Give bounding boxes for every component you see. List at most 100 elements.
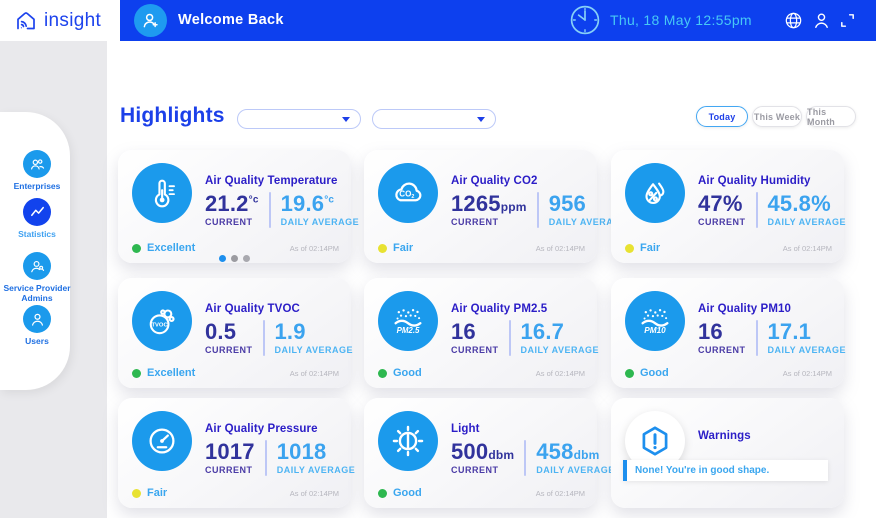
status-dot <box>378 243 387 253</box>
pager-dot-3[interactable] <box>243 255 250 262</box>
card-title: Warnings <box>698 430 751 442</box>
status-dot <box>132 488 141 498</box>
card-humidity: Air Quality Humidity 47% CURRENT 45.8% D… <box>611 150 847 263</box>
card-temperature: Air Quality Temperature 21.2°c CURRENT 1… <box>118 150 359 263</box>
value-divider <box>262 320 265 356</box>
card-values: 1017 CURRENT 1018 DAILY AVERAGE <box>205 439 356 476</box>
sidebar-item-service-provider-admins[interactable]: Service Provider Admins <box>0 252 74 303</box>
as-of-timestamp: As of 02:14PM <box>535 368 585 378</box>
card-title: Air Quality PM10 <box>698 303 791 315</box>
as-of-timestamp: As of 02:14PM <box>289 488 339 498</box>
filter-dropdown-2[interactable] <box>372 109 496 129</box>
as-of-timestamp: As of 02:14PM <box>782 368 832 378</box>
chevron-down-icon <box>342 116 350 122</box>
globe-icon[interactable] <box>783 10 804 31</box>
svg-text:PM2.5: PM2.5 <box>397 326 420 335</box>
status-dot <box>625 243 634 253</box>
warning-message: None! You're in good shape. <box>623 460 828 481</box>
card-pm10: PM10 Air Quality PM10 16 CURRENT 17.1 DA… <box>611 278 847 388</box>
pm10-icon: PM10 <box>625 291 685 351</box>
insight-logo-icon <box>17 11 35 29</box>
status-dot <box>378 488 387 498</box>
card-values: 0.5 CURRENT 1.9 DAILY AVERAGE <box>205 319 354 356</box>
sidebar-item-enterprises[interactable]: Enterprises <box>0 150 74 191</box>
card-values: 1265ppm CURRENT 956 DAILY AVERAGE <box>451 191 628 228</box>
pm25-icon: PM2.5 <box>378 291 438 351</box>
card-pm25: PM2.5 Air Quality PM2.5 16 CURRENT 16.7 … <box>364 278 600 388</box>
range-button-this-month[interactable]: This Month <box>806 106 856 127</box>
pager-dot-1[interactable] <box>219 255 226 262</box>
as-of-timestamp: As of 02:14PM <box>782 243 832 253</box>
sidebar-item-statistics[interactable]: Statistics <box>0 198 74 239</box>
value-divider <box>755 320 758 356</box>
card-title: Air Quality Humidity <box>698 175 811 187</box>
status-label: Good <box>640 367 669 379</box>
status-label: Fair <box>147 487 168 499</box>
status-label: Excellent <box>147 367 196 379</box>
add-user-avatar[interactable] <box>134 4 167 37</box>
card-pagination <box>118 255 351 262</box>
tvoc-icon: TVOC <box>132 291 192 351</box>
pressure-icon <box>132 411 192 471</box>
status-label: Fair <box>393 242 414 254</box>
card-title: Light <box>451 423 480 435</box>
users-icon <box>23 305 51 333</box>
fullscreen-icon[interactable] <box>837 10 858 31</box>
status-label: Excellent <box>147 242 196 254</box>
as-of-timestamp: As of 02:14PM <box>535 488 585 498</box>
top-bar: Welcome Back Thu, 18 May 12:55pm <box>120 0 876 41</box>
card-values: 500dbm CURRENT 458dbm DAILY AVERAGE <box>451 439 615 476</box>
card-title: Air Quality TVOC <box>205 303 300 315</box>
service-provider-admins-icon <box>23 252 51 280</box>
value-divider <box>268 192 271 228</box>
welcome-message: Welcome Back <box>178 12 284 28</box>
page-title: Highlights <box>120 104 225 127</box>
card-values: 21.2°c CURRENT 19.6°c DAILY AVERAGE <box>205 191 360 228</box>
pager-dot-2[interactable] <box>231 255 238 262</box>
profile-icon[interactable] <box>811 10 832 31</box>
enterprises-icon <box>23 150 51 178</box>
person-plus-icon <box>143 13 158 28</box>
filter-dropdown-1[interactable] <box>237 109 361 129</box>
status-dot <box>378 368 387 378</box>
status-dot <box>132 368 141 378</box>
datetime-label: Thu, 18 May 12:55pm <box>610 12 752 28</box>
value-divider <box>755 192 758 228</box>
chevron-down-icon <box>477 116 485 122</box>
card-values: 16 CURRENT 16.7 DAILY AVERAGE <box>451 319 600 356</box>
thermometer-icon <box>132 163 192 223</box>
co2-icon: CO2 <box>378 163 438 223</box>
svg-text:TVOC: TVOC <box>151 323 168 329</box>
card-tvoc: TVOC Air Quality TVOC 0.5 CURRENT 1.9 DA… <box>118 278 354 388</box>
card-values: 16 CURRENT 17.1 DAILY AVERAGE <box>698 319 847 356</box>
card-light: Light 500dbm CURRENT 458dbm DAILY AVERAG… <box>364 398 614 508</box>
value-divider <box>536 192 539 228</box>
brand-logo: insight <box>0 0 120 41</box>
card-title: Air Quality PM2.5 <box>451 303 548 315</box>
status-dot <box>132 243 141 253</box>
value-divider <box>524 440 527 476</box>
sidebar-item-users[interactable]: Users <box>0 305 74 346</box>
as-of-timestamp: As of 02:14PM <box>289 243 339 253</box>
range-button-today[interactable]: Today <box>696 106 748 127</box>
status-label: Good <box>393 367 422 379</box>
value-divider <box>508 320 511 356</box>
card-title: Air Quality CO2 <box>451 175 538 187</box>
clock-icon <box>568 3 602 37</box>
svg-text:CO2: CO2 <box>399 189 414 200</box>
brand-name: insight <box>44 9 102 31</box>
card-values: 47% CURRENT 45.8% DAILY AVERAGE <box>698 191 847 228</box>
status-label: Fair <box>640 242 661 254</box>
card-title: Air Quality Temperature <box>205 175 338 187</box>
status-label: Good <box>393 487 422 499</box>
statistics-icon <box>23 198 51 226</box>
card-pressure: Air Quality Pressure 1017 CURRENT 1018 D… <box>118 398 355 508</box>
as-of-timestamp: As of 02:14PM <box>535 243 585 253</box>
svg-text:PM10: PM10 <box>644 326 666 335</box>
status-dot <box>625 368 634 378</box>
humidity-icon <box>625 163 685 223</box>
card-warnings: Warnings None! You're in good shape. <box>611 398 844 508</box>
card-co2: CO2 Air Quality CO2 1265ppm CURRENT 956 … <box>364 150 627 263</box>
range-button-this-week[interactable]: This Week <box>752 106 802 127</box>
